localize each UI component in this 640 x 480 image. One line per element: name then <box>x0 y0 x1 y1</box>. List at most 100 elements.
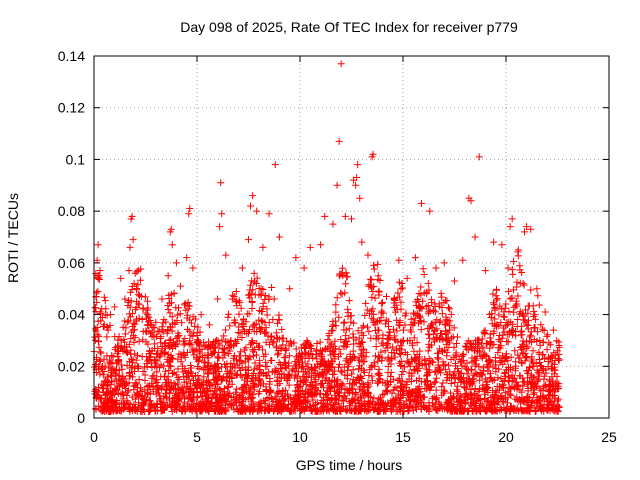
roti-cloud-point <box>249 323 257 331</box>
roti-cloud-point <box>249 321 257 329</box>
roti-cloud-point <box>548 359 556 367</box>
roti-cloud-point <box>307 364 315 372</box>
roti-point <box>459 256 467 264</box>
roti-cloud-point <box>469 375 477 383</box>
roti-cloud-point <box>145 396 153 404</box>
roti-cloud-point <box>205 369 213 377</box>
roti-cloud-point <box>127 335 135 343</box>
roti-cloud-point <box>447 389 455 397</box>
roti-cloud-point <box>378 357 386 365</box>
roti-cloud-point <box>335 313 343 321</box>
roti-cloud-point <box>379 331 387 339</box>
roti-cloud-point <box>514 316 522 324</box>
roti-cloud-point <box>325 329 333 337</box>
roti-cloud-point <box>378 339 386 347</box>
roti-cloud-point <box>293 387 301 395</box>
roti-cloud-point <box>171 391 179 399</box>
roti-cloud-point <box>425 401 433 409</box>
roti-cloud-point <box>417 326 425 334</box>
roti-cloud-point <box>541 381 549 389</box>
roti-cloud-point <box>134 281 142 289</box>
roti-cloud-point <box>332 407 340 415</box>
roti-cloud-point <box>187 361 195 369</box>
roti-cloud-point <box>408 355 416 363</box>
roti-cloud-point <box>255 307 263 315</box>
roti-cloud-point <box>306 350 314 358</box>
roti-cloud-point <box>398 338 406 346</box>
roti-point <box>364 251 372 259</box>
roti-cloud-point <box>233 391 241 399</box>
roti-cloud-point <box>97 403 105 411</box>
roti-cloud-point <box>540 327 548 335</box>
roti-cloud-point <box>375 400 383 408</box>
roti-cloud-point <box>174 311 182 319</box>
roti-cloud-point <box>389 343 397 351</box>
roti-cloud-point <box>111 403 119 411</box>
roti-cloud-point <box>346 356 354 364</box>
roti-cloud-point <box>343 407 351 415</box>
roti-cloud-point <box>414 367 422 375</box>
roti-cloud-point <box>263 311 271 319</box>
roti-cloud-point <box>524 343 532 351</box>
roti-cloud-point <box>498 392 506 400</box>
roti-cloud-point <box>172 304 180 312</box>
roti-cloud-point <box>123 349 131 357</box>
roti-cloud-point <box>397 285 405 293</box>
roti-cloud-point <box>180 349 188 357</box>
roti-cloud-point <box>112 367 120 375</box>
roti-cloud-point <box>179 383 187 391</box>
roti-cloud-point <box>174 397 182 405</box>
roti-cloud-point <box>358 379 366 387</box>
roti-cloud-point <box>428 320 436 328</box>
roti-cloud-point <box>319 384 327 392</box>
roti-cloud-point <box>163 394 171 402</box>
roti-cloud-point <box>524 366 532 374</box>
roti-cloud-point <box>209 350 217 358</box>
roti-cloud-point <box>104 407 112 415</box>
roti-cloud-point <box>281 345 289 353</box>
roti-cloud-point <box>187 341 195 349</box>
roti-cloud-point <box>381 405 389 413</box>
roti-cloud-point <box>181 393 189 401</box>
roti-cloud-point <box>374 260 382 268</box>
roti-cloud-point <box>376 396 384 404</box>
roti-cloud-point <box>425 408 433 416</box>
roti-cloud-point <box>104 373 112 381</box>
roti-point <box>144 311 152 319</box>
roti-cloud-point <box>330 342 338 350</box>
roti-cloud-point <box>208 342 216 350</box>
roti-cloud-point <box>495 336 503 344</box>
roti-cloud-point <box>191 322 199 330</box>
roti-cloud-point <box>122 382 130 390</box>
roti-cloud-point <box>194 376 202 384</box>
roti-cloud-point <box>276 380 284 388</box>
roti-cloud-point <box>359 331 367 339</box>
roti-cloud-point <box>370 394 378 402</box>
roti-cloud-point <box>224 313 232 321</box>
roti-cloud-point <box>280 403 288 411</box>
roti-cloud-point <box>370 359 378 367</box>
roti-cloud-point <box>178 319 186 327</box>
roti-cloud-point <box>447 355 455 363</box>
roti-cloud-point <box>184 325 192 333</box>
roti-cloud-point <box>146 317 154 325</box>
roti-cloud-point <box>373 332 381 340</box>
x-tick-label: 0 <box>90 429 98 445</box>
roti-cloud-point <box>551 404 559 412</box>
roti-cloud-point <box>500 328 508 336</box>
roti-cloud-point <box>480 328 488 336</box>
roti-cloud-point <box>358 357 366 365</box>
roti-cloud-point <box>220 373 228 381</box>
roti-cloud-point <box>237 391 245 399</box>
roti-cloud-point <box>155 389 163 397</box>
roti-cloud-point <box>325 407 333 415</box>
roti-cloud-point <box>215 367 223 375</box>
roti-cloud-point <box>133 380 141 388</box>
roti-cloud-point <box>513 278 521 286</box>
roti-cloud-point <box>382 341 390 349</box>
roti-cloud-point <box>125 358 133 366</box>
roti-cloud-point <box>536 341 544 349</box>
roti-cloud-point <box>513 396 521 404</box>
roti-cloud-point <box>170 289 178 297</box>
roti-cloud-point <box>143 359 151 367</box>
